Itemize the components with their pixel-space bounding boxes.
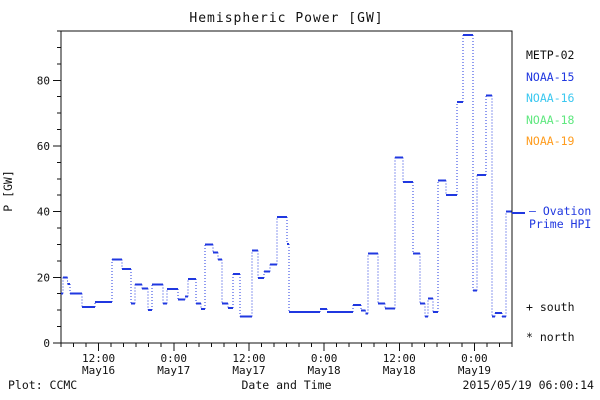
axes-frame — [60, 30, 513, 344]
x-axis-label: Date and Time — [241, 378, 332, 392]
ovation-legend-line2: Prime HPI — [529, 217, 592, 231]
satellite-legend: METP-02 NOAA-15 NOAA-16 NOAA-18 NOAA-19 — [526, 45, 574, 153]
plot-timestamp: 2015/05/19 06:00:14 — [462, 378, 594, 392]
legend-metp02: METP-02 — [526, 48, 575, 62]
ovation-legend-line1: – Ovation — [529, 204, 592, 218]
asterisk-icon: * — [526, 330, 533, 344]
legend-south-marker: + south — [526, 300, 575, 314]
x-tick-time-label: 12:00 — [82, 352, 115, 365]
plus-icon: + — [526, 300, 533, 314]
hpi-step-segments — [61, 33, 512, 318]
north-label: north — [539, 330, 575, 344]
x-tick-date-label: May17 — [157, 364, 190, 377]
ovation-hpi-step-line — [61, 33, 512, 318]
legend-noaa16: NOAA-16 — [526, 91, 575, 105]
legend-north-marker: * north — [526, 330, 575, 344]
y-tick-label: 40 — [37, 206, 50, 219]
y-tick-label: 60 — [37, 140, 50, 153]
x-tick-time-label: 0:00 — [461, 352, 488, 365]
south-label: south — [539, 300, 575, 314]
x-tick-time-label: 0:00 — [311, 352, 338, 365]
ovation-line-sample — [512, 212, 525, 214]
y-tick-label: 80 — [37, 74, 50, 87]
legend-noaa19: NOAA-19 — [526, 134, 575, 148]
x-tick-time-label: 0:00 — [161, 352, 188, 365]
y-tick-label: 20 — [37, 271, 50, 284]
x-tick-date-label: May19 — [458, 364, 491, 377]
legend-noaa18: NOAA-18 — [526, 112, 575, 127]
hpi-step-connectors — [62, 34, 507, 317]
x-tick-date-label: May17 — [232, 364, 265, 377]
x-tick-time-label: 12:00 — [383, 352, 416, 365]
plot-credit: Plot: CCMC — [8, 378, 78, 392]
x-tick-date-label: May18 — [383, 364, 416, 377]
x-tick-date-label: May16 — [82, 364, 115, 377]
axis-tick-labels: 02040608012:00May160:00May1712:00May170:… — [37, 74, 491, 377]
ovation-legend: – Ovation Prime HPI — [529, 205, 591, 231]
x-tick-time-label: 12:00 — [232, 352, 265, 365]
y-tick-label: 0 — [43, 337, 50, 350]
x-tick-date-label: May18 — [308, 364, 341, 377]
axis-ticks — [53, 30, 513, 351]
legend-noaa15: NOAA-15 — [526, 69, 575, 84]
chart-title: Hemispheric Power [GW] — [189, 11, 384, 26]
